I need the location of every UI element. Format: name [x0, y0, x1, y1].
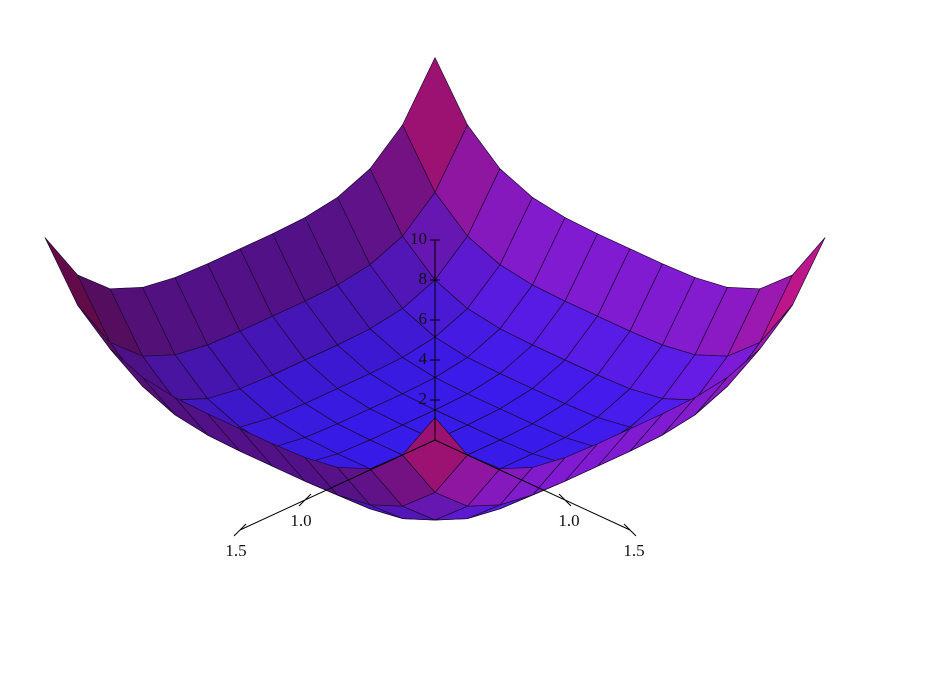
z-tick-label: 10: [410, 229, 427, 248]
z-tick-label: 6: [419, 309, 428, 328]
y-tick-label: 1.5: [225, 541, 246, 560]
axis-line: [239, 439, 436, 531]
y-tick-label: 1.0: [290, 511, 311, 530]
z-tick-label: 8: [419, 269, 428, 288]
x-tick: [623, 523, 637, 537]
x-tick-label: 1.0: [558, 511, 579, 530]
x-tick: [558, 493, 572, 507]
x-tick-label: 1.5: [623, 541, 644, 560]
z-tick-label: 2: [419, 389, 428, 408]
y-tick: [298, 493, 312, 507]
z-tick-label: 4: [419, 349, 428, 368]
axis-line: [434, 439, 631, 531]
y-tick: [233, 523, 247, 537]
